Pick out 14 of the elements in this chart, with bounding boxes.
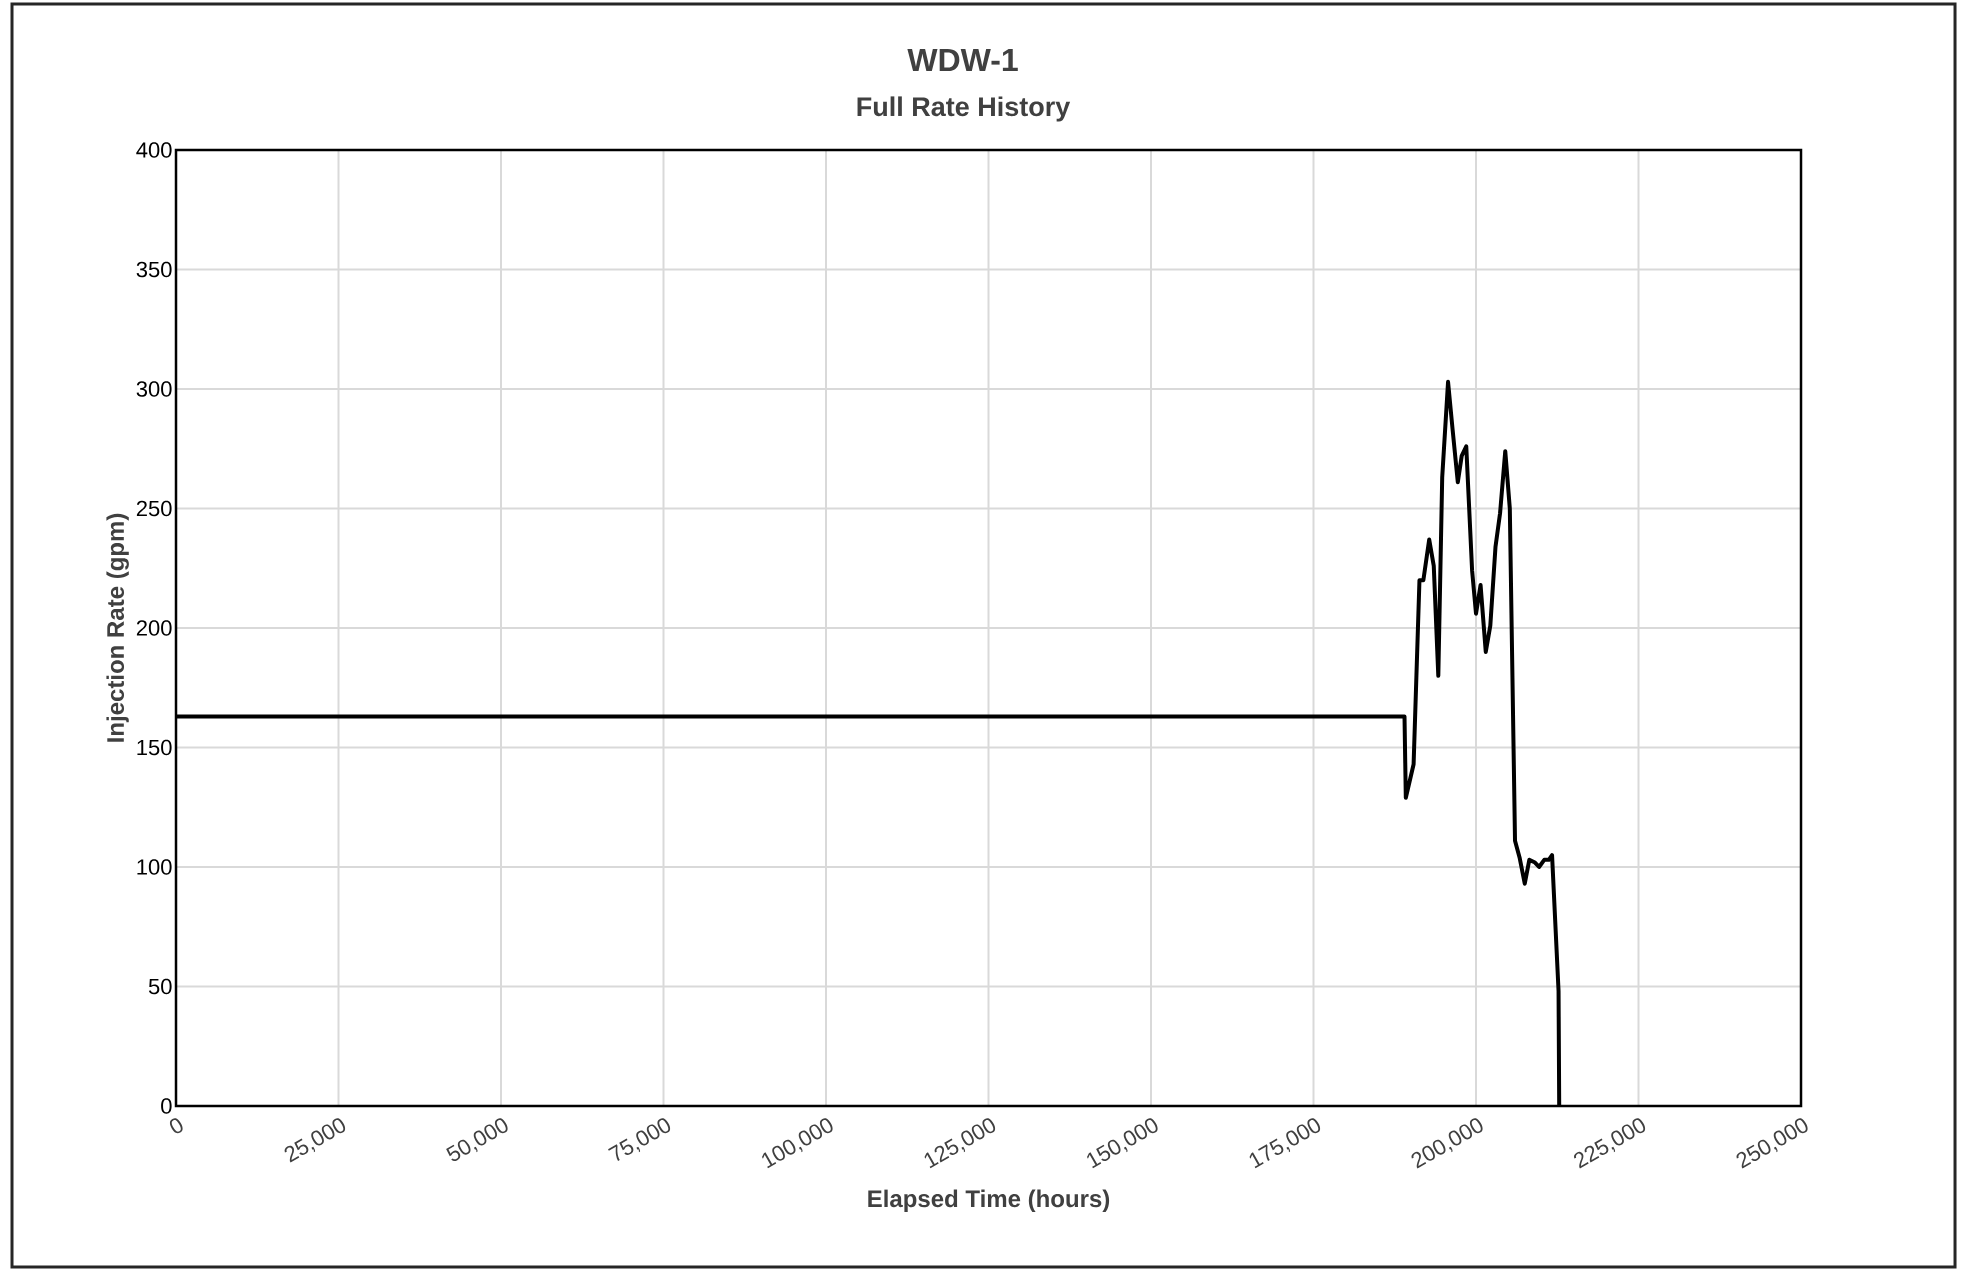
chart-title: WDW-1 bbox=[907, 48, 1018, 71]
y-tick-label: 50 bbox=[148, 978, 172, 995]
x-axis-title: Elapsed Time (hours) bbox=[868, 1189, 1110, 1212]
y-tick-label: 200 bbox=[136, 620, 172, 636]
y-tick-label: 300 bbox=[136, 381, 172, 397]
chart-subtitle: Full Rate History bbox=[857, 96, 1071, 122]
y-axis-title: Injection Rate (gpm) bbox=[106, 513, 129, 742]
y-tick-label: 0 bbox=[161, 1098, 172, 1114]
y-tick-label: 250 bbox=[136, 500, 172, 517]
y-tick-label: 400 bbox=[136, 142, 172, 158]
y-tick-label: 150 bbox=[137, 739, 172, 756]
y-tick-label: 350 bbox=[136, 261, 172, 278]
y-tick-label: 100 bbox=[137, 859, 172, 875]
x-tick-label: 0 bbox=[169, 1118, 183, 1134]
